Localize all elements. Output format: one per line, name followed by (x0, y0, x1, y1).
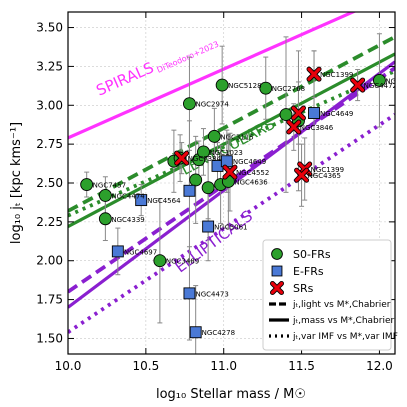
sr-marker-stroke (287, 120, 301, 134)
e-frs-point (308, 107, 320, 119)
y-tick-label: 3.00 (36, 98, 63, 112)
s0-frs-point (372, 73, 386, 87)
point-label: NGC4278 (202, 329, 235, 337)
legend-marker-square (271, 265, 283, 277)
s0-frs-point (279, 108, 293, 122)
point-label: NGC3115 (220, 133, 253, 141)
srs-point (294, 167, 310, 183)
y-tick-label: 2.25 (36, 215, 63, 229)
s0-frs-point (259, 81, 273, 95)
srs-point (306, 66, 322, 82)
point-label: NGC4649 (233, 158, 266, 166)
e-frs-point (183, 184, 196, 197)
data-points (80, 66, 386, 339)
x-tick-label: 11.0 (210, 359, 237, 373)
sr-marker-stroke (223, 165, 237, 179)
y-tick-label: 2.75 (36, 137, 63, 151)
point-label: NGC4564 (147, 197, 181, 205)
legend-label: SRs (293, 282, 314, 295)
point-label: NGC2768 (272, 85, 305, 93)
legend-box (262, 239, 392, 351)
e-frs-point (202, 220, 215, 233)
s0-frs-point (189, 173, 203, 187)
srs-point (174, 150, 190, 166)
point-label: NGC3846 (300, 124, 334, 132)
s0-frs-point (197, 145, 210, 159)
point-label: NGC2974 (195, 101, 229, 109)
spirals-solid-line (68, 12, 357, 140)
point-labels: NGC7457 NGC4474 NGC4339 NGC3489 NGC2974 NGC10… (93, 71, 407, 337)
ellipticals-dashed-line (68, 66, 395, 294)
legend-line-label: jₜ,var IMF vs M*,var IMF (292, 332, 398, 342)
point-label: NGC1399 (311, 166, 344, 174)
legend-label: E-FRs (293, 265, 324, 278)
sr-marker-stroke (294, 168, 309, 182)
s0-frs-point (183, 97, 196, 111)
srs-point (290, 105, 306, 121)
sr-marker-stroke (270, 281, 284, 295)
srs-point (222, 164, 238, 180)
e-frs-point (189, 326, 202, 339)
legend-marker-x (270, 281, 284, 295)
ellipticals-dotted-line (68, 113, 395, 334)
y-tick-label: 3.50 (36, 21, 63, 35)
legend-label: S0-FRs (293, 248, 331, 261)
lenticulars-dotted-line (68, 69, 395, 218)
point-label: NGC3489 (166, 258, 199, 266)
s0-frs-point (98, 188, 112, 202)
point-label: NGC4472 (364, 82, 397, 90)
point-label: NGC4552 (236, 169, 269, 177)
e-frs-point (220, 155, 233, 168)
point-label: NGC5061 (214, 224, 247, 232)
point-label: NGC4649 (320, 110, 353, 118)
point-label: NGC1316 (385, 77, 407, 85)
srs-point (286, 119, 302, 135)
y-tick-label: 1.75 (36, 293, 63, 307)
srs-point (350, 77, 366, 93)
point-label: NGC7384 (188, 155, 222, 163)
legend: S0-FRs E-FRs SRs jₜ,light vs M*,Chabrier jₜ,… (262, 239, 398, 351)
sr-marker-stroke (175, 151, 189, 165)
y-tick-label: 2.00 (36, 254, 63, 268)
x-tick-label: 10.0 (55, 359, 82, 373)
y-axis-label: log₁₀ jₜ [kpc kms⁻¹] (9, 122, 24, 244)
point-label: NGC4473 (195, 290, 228, 298)
sr-marker-stroke (291, 106, 306, 120)
point-label: NGC4697 (124, 248, 157, 256)
s0-frs-point (98, 212, 112, 226)
y-tick-label: 2.50 (36, 176, 63, 190)
lenticulars-dashed-line (68, 35, 395, 213)
e-frs-point (135, 194, 148, 207)
s0-frs-point (215, 78, 229, 92)
y-tick-label: 3.25 (36, 59, 63, 73)
axis-ticks: 10.0 10.5 11.0 11.5 12.0 1.50 1.75 2.00 2.25 2.50… (36, 12, 395, 373)
e-frs-point (183, 287, 196, 300)
point-label: NGC7457 (93, 182, 126, 190)
x-tick-label: 10.5 (132, 359, 159, 373)
x-tick-label: 12.0 (366, 359, 393, 373)
s0-frs-point (207, 129, 221, 143)
x-tick-label: 11.5 (288, 359, 315, 373)
point-label: NGC1399 (320, 71, 353, 79)
sr-marker-stroke (307, 67, 321, 81)
legend-line-label: jₜ,mass vs M*,Chabrier (292, 316, 394, 326)
s0-frs-point (201, 181, 215, 195)
e-frs-point (111, 245, 124, 258)
point-label: NGC1023 (209, 149, 242, 157)
point-label: NGC4365 (308, 172, 341, 180)
lenticulars-solid-line (68, 52, 395, 228)
s0-frs-point (153, 254, 167, 268)
sr-marker-stroke (351, 78, 365, 92)
s0-frs-point (80, 178, 94, 192)
x-axis-label: log₁₀ Stellar mass / M☉ (156, 387, 306, 402)
point-label: NGC4474 (111, 192, 145, 200)
legend-line-label: jₜ,light vs M*,Chabrier (292, 300, 391, 310)
legend-marker-circle (271, 248, 283, 260)
point-label: NGC5128 (228, 82, 261, 90)
y-tick-label: 1.50 (36, 331, 63, 345)
point-label: NGC4339 (111, 216, 144, 224)
point-label: NGC4636 (234, 178, 268, 186)
